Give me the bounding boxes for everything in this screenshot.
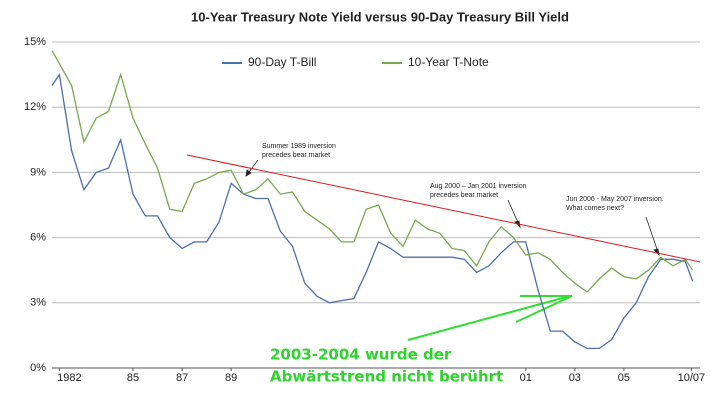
x-tick-label: 87 [176, 372, 188, 384]
arrow [407, 295, 571, 341]
x-tick-label: 05 [618, 372, 630, 384]
annotation: What comes next? [566, 205, 624, 212]
arrowhead [245, 169, 252, 177]
series-line [51, 50, 694, 293]
x-tick-label: 1982 [57, 372, 81, 384]
x-tick-label: 03 [569, 372, 581, 384]
annotation: precedes bear market [430, 192, 498, 199]
y-tick-label: 12% [24, 101, 46, 113]
chart-title: 10-Year Treasury Note Yield versus 90-Da… [191, 9, 569, 24]
y-tick-label: 3% [30, 297, 46, 309]
series-line [51, 72, 694, 350]
trend-line [186, 154, 701, 263]
annotation: precedes bear market [262, 152, 330, 159]
legend-label: 90-Day T-Bill [248, 55, 316, 69]
y-tick-label: 9% [30, 166, 46, 178]
legend-label: 10-Year T-Note [408, 55, 489, 69]
y-tick-label: 0% [30, 362, 46, 374]
x-tick-label: 85 [127, 372, 139, 384]
x-tick-label: 01 [520, 372, 532, 384]
x-tick-label: 89 [225, 372, 237, 384]
note-text: 2003-2004 wurde der [270, 346, 452, 364]
y-tick-label: 6% [30, 232, 46, 244]
y-tick-label: 15% [24, 36, 46, 48]
annotation: Aug 2000 – Jan 2001 inversion [430, 183, 527, 190]
arrow [645, 216, 660, 256]
x-tick-label: 10/07 [678, 372, 706, 384]
note-text: Abwärtstrend nicht berührt [270, 368, 503, 386]
annotation: Summer 1989 inversion [262, 143, 336, 150]
annotation: Jun 2006 - May 2007 inversion. [566, 196, 664, 203]
